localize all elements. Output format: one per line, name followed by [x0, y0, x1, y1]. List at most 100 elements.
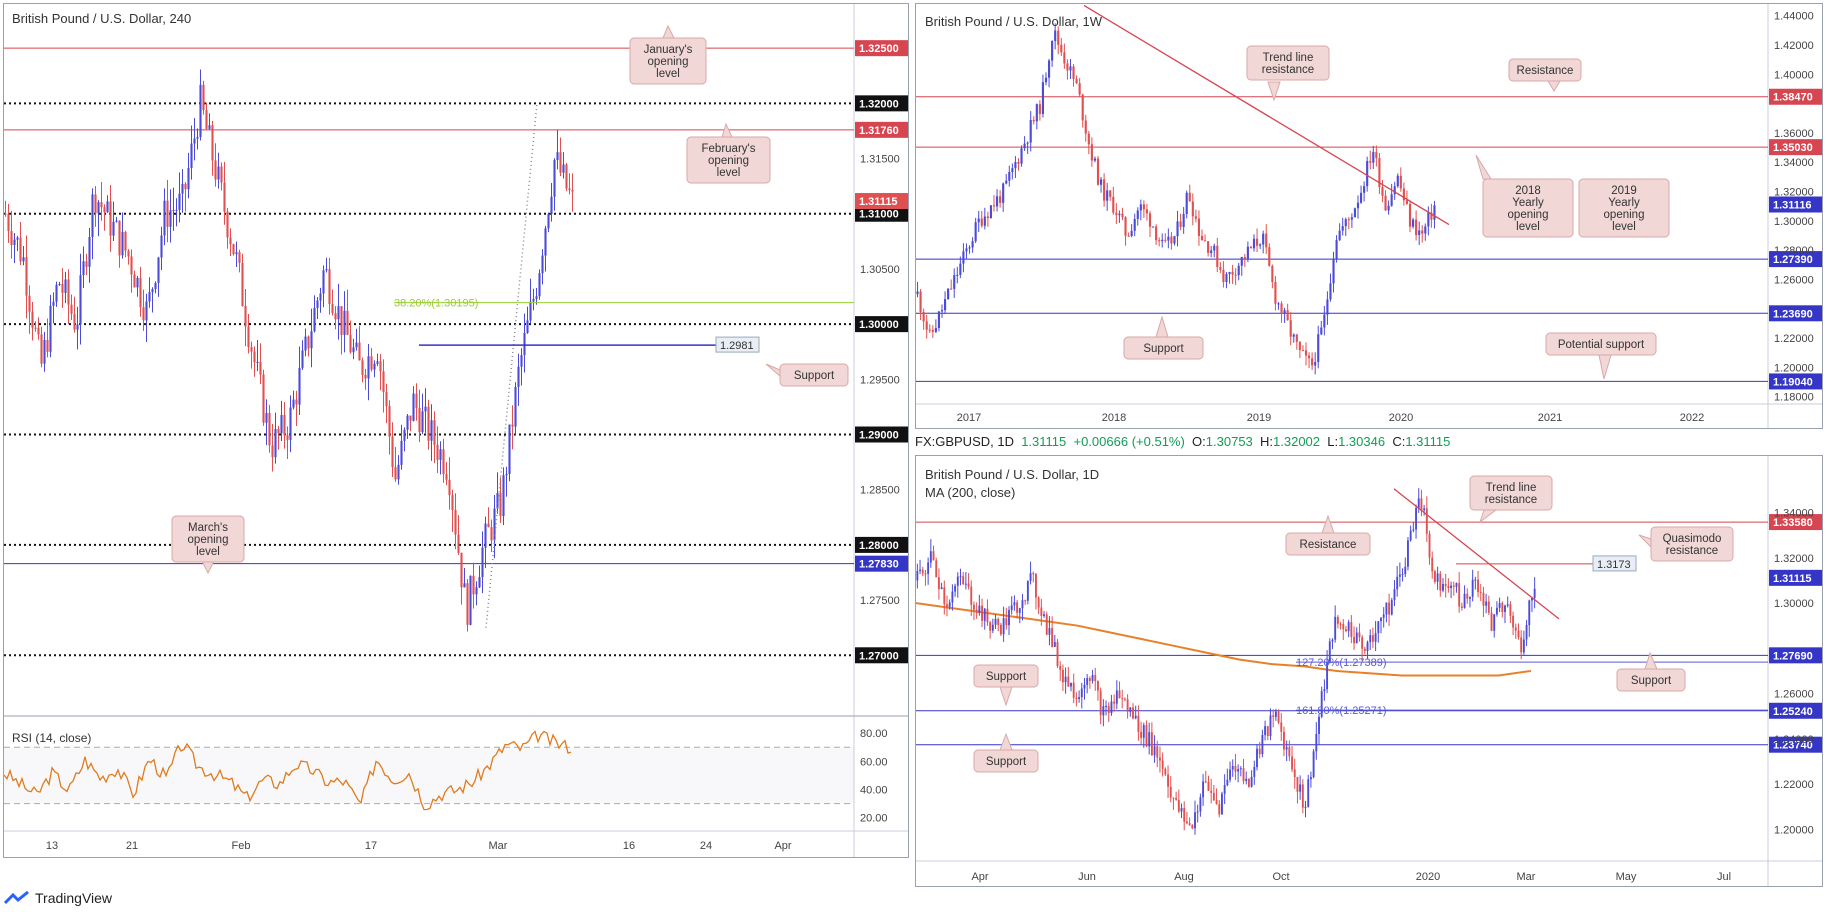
h4-candle [475, 587, 478, 595]
daily-candle [1002, 618, 1005, 635]
h4-candle [280, 414, 283, 434]
daily-candle [1436, 573, 1439, 582]
h4-level-tag-bg [855, 316, 908, 333]
h4-candle [352, 347, 355, 353]
symbol-label[interactable]: FX:GBPUSD, 1D [915, 434, 1014, 449]
weekly-trendline-callout-pointer [1267, 81, 1281, 102]
h4-mar-callout-pointer [201, 560, 215, 575]
weekly-price-tick: 1.28000 [1774, 245, 1814, 257]
weekly-2018-callout-text: level [1516, 221, 1540, 233]
h4-candle [88, 237, 91, 267]
weekly-candle [1338, 230, 1341, 241]
weekly-2018-callout-box [1482, 178, 1574, 238]
daily-candle [1423, 508, 1426, 511]
daily-candle [1315, 734, 1318, 752]
h4-candle [484, 523, 487, 548]
weekly-candle [1304, 350, 1308, 356]
daily-candle [1094, 675, 1097, 682]
daily-candle [1460, 606, 1463, 608]
weekly-candle [962, 251, 965, 264]
daily-candle [1204, 781, 1207, 783]
weekly-candle [965, 248, 968, 252]
daily-candle [1202, 781, 1205, 798]
h4-candle [106, 201, 109, 213]
daily-chart-canvas[interactable]: 1.33580 1.27690 1.25240 1.23740 1.34000 1.320… [916, 456, 1823, 887]
daily-candle [1035, 573, 1037, 598]
weekly-potential-callout-box [1545, 332, 1657, 356]
h4-level-tag: 1.31760 [859, 125, 899, 137]
daily-candle [1371, 635, 1374, 642]
daily-candle [970, 586, 973, 605]
daily-fib-label: 127.20%(1.27389) [1296, 657, 1387, 669]
weekly-candle [1109, 190, 1112, 197]
weekly-candle [1213, 245, 1216, 251]
h4-current-price-tag: 1.31115 [859, 196, 898, 208]
h4-chart-canvas[interactable]: 1.32500 1.32000 1.31760 1.31000 1.30000 1.290… [4, 4, 909, 858]
daily-candle [999, 624, 1002, 635]
daily-candle [1339, 623, 1342, 625]
daily-candle [1533, 588, 1536, 598]
weekly-candle [1307, 355, 1311, 359]
weekly-candle [1430, 212, 1433, 220]
tradingview-brand[interactable]: TradingView [4, 890, 112, 906]
daily-level-tag-bg [1769, 647, 1822, 664]
weekly-candle [1415, 219, 1418, 236]
weekly-candle [1295, 334, 1298, 342]
weekly-chart-canvas[interactable]: 1.38470 1.35030 1.27390 1.23690 1.19040 1.440… [916, 4, 1823, 429]
daily-candle [1242, 768, 1245, 782]
h4-support-callout-box [779, 363, 849, 387]
daily-candle [1215, 800, 1218, 805]
weekly-candle [1170, 236, 1173, 244]
weekly-candle [1167, 236, 1170, 241]
daily-quasimodo-tag-bg [1592, 555, 1637, 572]
daily-quasimodo-callout-text: Quasimodo [1663, 533, 1722, 545]
weekly-candle [1127, 235, 1130, 237]
daily-level-tag-bg [1769, 736, 1822, 753]
weekly-candle [1369, 160, 1372, 163]
daily-candle [1415, 507, 1417, 530]
weekly-candle [1133, 218, 1136, 231]
h4-candle [448, 479, 451, 496]
h4-candle [205, 110, 208, 129]
daily-candle [1485, 601, 1488, 606]
daily-support-mid-callout-pointer [999, 686, 1013, 707]
h4-candle [568, 188, 571, 190]
weekly-price-tick: 1.44000 [1774, 11, 1814, 23]
daily-candle [1110, 701, 1113, 714]
close-label: C: [1392, 434, 1406, 449]
weekly-price-tick: 1.22000 [1774, 333, 1814, 345]
daily-candle [1520, 637, 1523, 653]
daily-quasimodo-callout-text: resistance [1666, 545, 1718, 557]
h4-candle [520, 355, 523, 367]
weekly-candle [1051, 41, 1054, 61]
rsi-tick: 20.00 [860, 813, 888, 825]
h4-level-tag-bg [855, 40, 908, 57]
h4-candle [328, 269, 331, 305]
h4-level-tag: 1.32500 [859, 43, 899, 55]
daily-candle [1239, 768, 1242, 770]
weekly-candle [1203, 240, 1207, 242]
daily-candle [1264, 726, 1267, 736]
weekly-resistance-callout-text: Resistance [1517, 65, 1574, 77]
daily-candle [1417, 498, 1420, 508]
h4-candle [433, 420, 436, 445]
h4-candle [64, 279, 67, 293]
weekly-level-tag: 1.19040 [1773, 376, 1813, 388]
weekly-chart-panel[interactable]: 1.38470 1.35030 1.27390 1.23690 1.19040 1.440… [915, 3, 1823, 429]
h4-candle [334, 313, 337, 320]
weekly-candle [1081, 94, 1084, 121]
h4-chart-panel[interactable]: 1.32500 1.32000 1.31760 1.31000 1.30000 1.290… [3, 3, 909, 858]
weekly-candle [1020, 148, 1023, 164]
h4-candle [79, 275, 82, 325]
h4-candle [67, 279, 70, 305]
weekly-candle [1289, 320, 1292, 337]
daily-chart-panel[interactable]: 1.33580 1.27690 1.25240 1.23740 1.34000 1.320… [915, 455, 1823, 887]
weekly-level-tag-bg [1769, 251, 1822, 268]
weekly-candle [1317, 334, 1320, 363]
h4-candle [250, 347, 253, 352]
h4-candle [277, 429, 280, 434]
h4-candle [97, 202, 100, 214]
daily-resistance-callout-text: Resistance [1300, 539, 1357, 551]
h4-candle [418, 407, 421, 433]
daily-candle [1029, 573, 1032, 581]
